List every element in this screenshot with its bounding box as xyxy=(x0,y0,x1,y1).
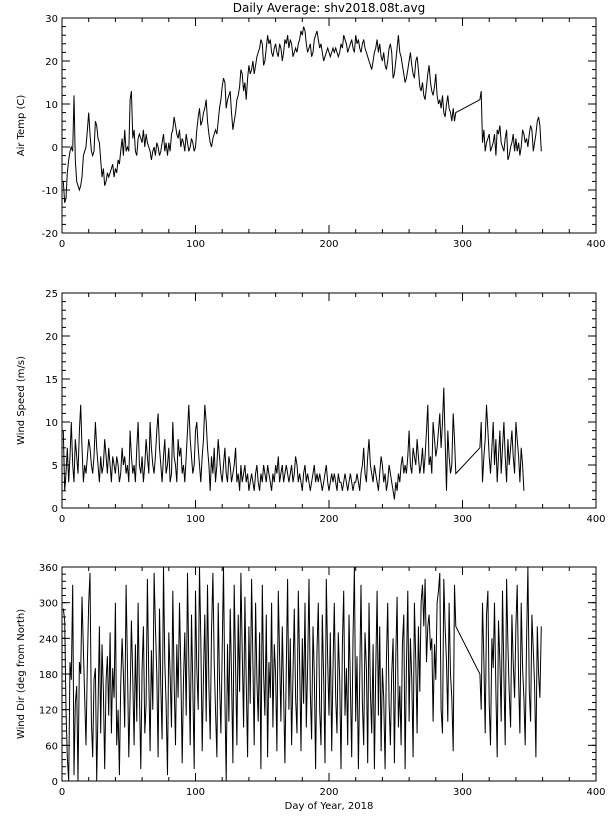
y-tick-label: 360 xyxy=(39,563,58,574)
y-tick-label: 120 xyxy=(39,706,58,717)
y-tick-label: 0 xyxy=(52,777,58,788)
series-line-wind-dir xyxy=(62,566,542,782)
x-tick-label: 100 xyxy=(186,514,205,525)
x-axis-label: Day of Year, 2018 xyxy=(285,801,374,812)
panel-wind-dir: 0 100 200 300 400 0 60 120 180 240 300 360 Wind Dir … xyxy=(16,563,606,812)
y-tick-label: 10 xyxy=(45,100,58,111)
x-tick-label: 200 xyxy=(319,239,338,250)
x-tick-label: 200 xyxy=(319,787,338,798)
x-tick-label: 400 xyxy=(586,787,605,798)
x-tick-label: 0 xyxy=(59,787,65,798)
chart-title: Daily Average: shv2018.08t.avg xyxy=(233,1,426,15)
y-tick-label: -10 xyxy=(42,186,58,197)
x-tick-label: 100 xyxy=(186,239,205,250)
y-axis-label: Wind Dir (deg from North) xyxy=(16,609,27,739)
x-tick-label: 100 xyxy=(186,787,205,798)
x-tick-label: 0 xyxy=(59,514,65,525)
series-line-wind-speed xyxy=(62,387,525,500)
plot-frame xyxy=(61,292,597,509)
y-tick-label: 25 xyxy=(45,289,58,300)
series-line-air-temp xyxy=(62,26,542,204)
x-tick-label: 200 xyxy=(319,514,338,525)
x-tick-label: 400 xyxy=(586,239,605,250)
panel-air-temp: 0 100 200 300 400 -20 -10 0 10 20 30 Air Temp (C) xyxy=(16,14,606,250)
x-tick-label: 400 xyxy=(586,514,605,525)
y-tick-label: 30 xyxy=(45,14,58,25)
x-tick-label: 0 xyxy=(59,239,65,250)
y-tick-label: 5 xyxy=(52,461,58,472)
panel-wind-speed: 0 100 200 300 400 0 5 10 15 20 25 Wind Speed (m/s) xyxy=(16,289,606,525)
y-tick-label: -20 xyxy=(42,229,58,240)
y-tick-label: 0 xyxy=(52,143,58,154)
y-axis-label: Wind Speed (m/s) xyxy=(16,356,27,445)
y-tick-label: 0 xyxy=(52,504,58,515)
x-tick-label: 300 xyxy=(453,239,472,250)
y-axis-label: Air Temp (C) xyxy=(16,95,27,157)
y-tick-label: 10 xyxy=(45,418,58,429)
plot-frame xyxy=(61,17,597,234)
y-tick-label: 60 xyxy=(45,741,58,752)
y-tick-label: 240 xyxy=(39,634,58,645)
y-tick-label: 15 xyxy=(45,375,58,386)
y-tick-label: 300 xyxy=(39,599,58,610)
x-tick-label: 300 xyxy=(453,514,472,525)
y-tick-label: 20 xyxy=(45,332,58,343)
y-tick-label: 180 xyxy=(39,670,58,681)
y-tick-label: 20 xyxy=(45,57,58,68)
x-tick-label: 300 xyxy=(453,787,472,798)
